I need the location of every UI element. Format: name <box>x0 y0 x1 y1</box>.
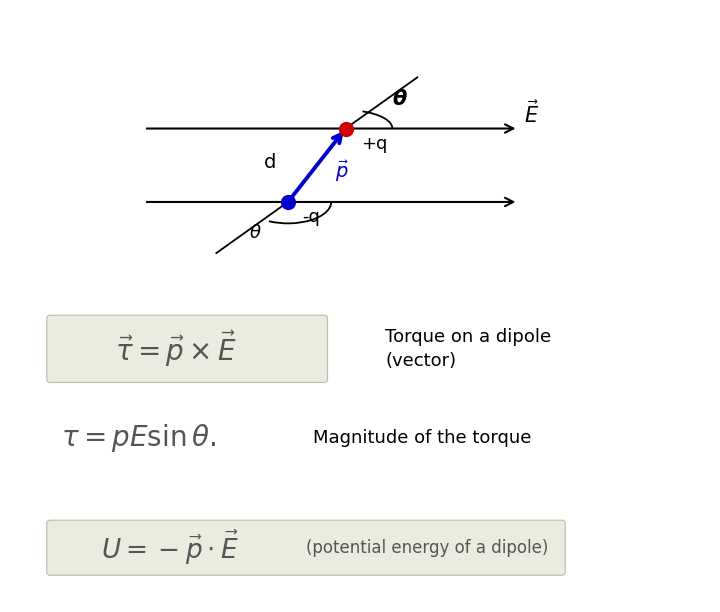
Text: Magnitude of the torque: Magnitude of the torque <box>313 428 531 447</box>
FancyBboxPatch shape <box>47 520 565 575</box>
Text: $\boldsymbol{\theta}$: $\boldsymbol{\theta}$ <box>392 89 408 109</box>
Text: -q: -q <box>302 208 320 226</box>
Text: $\theta$: $\theta$ <box>249 223 262 242</box>
Text: +q: +q <box>361 135 388 153</box>
Text: d: d <box>264 152 276 172</box>
Text: Torque on a dipole
(vector): Torque on a dipole (vector) <box>385 328 552 370</box>
Text: $U = -\vec{p}\cdot \vec{E}$: $U = -\vec{p}\cdot \vec{E}$ <box>101 529 239 567</box>
Text: $\vec{p}$: $\vec{p}$ <box>335 159 348 184</box>
Text: $\vec{\tau} = \vec{p} \times \vec{E}$: $\vec{\tau} = \vec{p} \times \vec{E}$ <box>115 329 238 369</box>
Text: $\vec{E}$: $\vec{E}$ <box>524 100 539 127</box>
Text: $\tau = pE \sin \theta.$: $\tau = pE \sin \theta.$ <box>61 422 216 453</box>
Text: (potential energy of a dipole): (potential energy of a dipole) <box>306 539 549 557</box>
Point <box>340 124 351 133</box>
Point <box>282 197 294 207</box>
FancyBboxPatch shape <box>47 315 328 382</box>
